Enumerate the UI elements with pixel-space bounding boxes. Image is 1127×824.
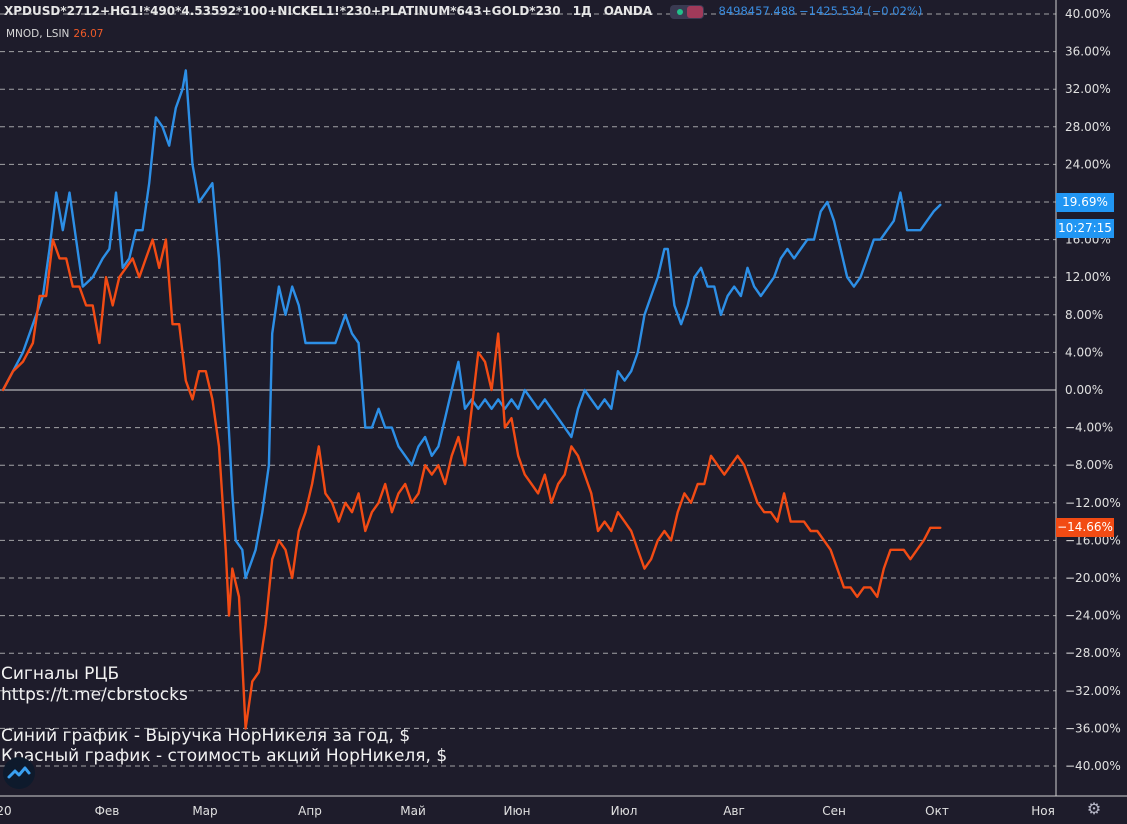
x-tick-label: Авг [723,804,745,818]
status-dot-icon [677,8,684,15]
market-status-indicator[interactable] [670,4,705,19]
compare-symbol: MNOD, LSIN [6,28,70,40]
y-tick-label: 12.00% [1065,270,1111,284]
y-tick-label: −4.00% [1065,421,1113,435]
y-tick-label: −24.00% [1065,609,1121,623]
y-tick-label: −8.00% [1065,458,1113,472]
y-tick-label: 32.00% [1065,82,1111,96]
y-tick-label: 8.00% [1065,308,1103,322]
x-tick-label: 20 [0,804,12,818]
y-tick-label: 28.00% [1065,120,1111,134]
chart-header: XPDUSD*2712+HG1!*490*4.53592*100+NICKEL1… [4,4,922,19]
revenue-series-line [1,69,942,580]
x-tick-label: Июн [504,804,531,818]
gear-icon[interactable]: ⚙ [1086,799,1102,818]
x-tick-label: Окт [925,804,949,818]
tradingview-logo-icon[interactable] [3,757,35,789]
x-tick-label: Сен [822,804,846,818]
x-tick-label: Мар [192,804,217,818]
y-tick-label: −12.00% [1065,496,1121,510]
annotation-link[interactable]: https://t.me/cbrstocks [1,685,188,705]
y-tick-label: −36.00% [1065,721,1121,735]
annotation-blue-legend: Синий график - Выручка НорНикеля за год,… [1,726,411,746]
y-tick-label: 0.00% [1065,383,1103,397]
y-tick-label: 36.00% [1065,45,1111,59]
data-source: OANDA [603,4,653,18]
blue-last-value-tag: 19.69% [1056,193,1114,212]
y-tick-label: 40.00% [1065,7,1111,21]
y-tick-label: −28.00% [1065,646,1121,660]
annotation-channel: Сигналы РЦБ [1,664,120,684]
quote-readout: 8498457.488 −1425.534 (−0.02%) [718,4,923,18]
x-tick-label: Апр [298,804,322,818]
share-price-series-line [1,238,942,730]
x-tick-label: Май [400,804,426,818]
y-tick-label: −20.00% [1065,571,1121,585]
y-tick-label: 24.00% [1065,157,1111,171]
x-tick-label: Ноя [1031,804,1055,818]
interval-label[interactable]: 1Д [572,4,592,18]
compare-series-label[interactable]: MNOD, LSIN 26.07 [6,28,103,40]
y-tick-label: −40.00% [1065,759,1121,773]
annotation-red-legend: Красный график - стоимость акций НорНике… [1,746,448,766]
red-last-value-tag: −14.66% [1056,518,1114,537]
x-tick-label: Июл [611,804,638,818]
symbol-name[interactable]: XPDUSD*2712+HG1!*490*4.53592*100+NICKEL1… [4,4,561,18]
x-tick-label: Фев [95,804,120,818]
bar-countdown-tag: 10:27:15 [1056,219,1114,238]
y-tick-label: −32.00% [1065,684,1121,698]
compare-value: 26.07 [73,28,104,40]
y-tick-label: 4.00% [1065,345,1103,359]
alert-badge-icon [687,5,704,18]
